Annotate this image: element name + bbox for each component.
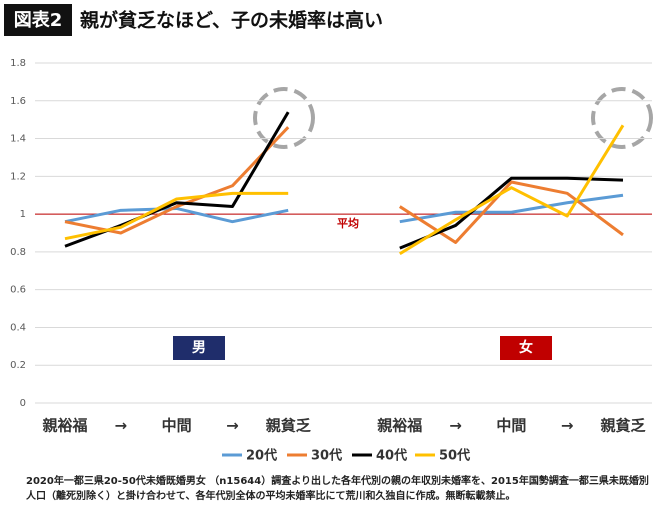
x-tick-label: 親貧乏 bbox=[600, 417, 645, 435]
legend-label: 30代 bbox=[311, 448, 342, 464]
label-box bbox=[4, 4, 72, 36]
reference-label: 平均 bbox=[337, 216, 359, 230]
x-tick-label: → bbox=[449, 417, 462, 435]
y-tick-label: 0.8 bbox=[10, 247, 26, 258]
y-tick-label: 0.4 bbox=[10, 322, 26, 333]
x-tick-label: → bbox=[226, 417, 239, 435]
highlight-circle bbox=[591, 87, 653, 149]
series-line bbox=[64, 193, 624, 224]
x-tick-label: 中間 bbox=[496, 417, 526, 435]
y-tick-label: 0 bbox=[20, 398, 26, 409]
group-box bbox=[173, 336, 225, 360]
chart-label: 図表2 bbox=[14, 9, 63, 31]
x-tick-label: 中間 bbox=[162, 417, 192, 435]
x-tick-label: → bbox=[115, 417, 128, 435]
legend-label: 50代 bbox=[439, 448, 470, 464]
y-tick-label: 1 bbox=[20, 209, 26, 220]
x-tick-label: 親裕福 bbox=[377, 417, 422, 435]
group-label: 女 bbox=[519, 339, 533, 356]
legend-label: 20代 bbox=[246, 448, 277, 464]
x-tick-label: 親裕福 bbox=[42, 417, 87, 435]
footnote: 2020年一都三県20-50代未婚既婚男女 （n15644）調査より出した各年代… bbox=[26, 476, 649, 502]
legend-label: 40代 bbox=[376, 448, 407, 464]
x-tick-label: 親貧乏 bbox=[266, 417, 311, 435]
highlight-circle bbox=[253, 87, 315, 149]
y-tick-label: 0.2 bbox=[10, 360, 26, 371]
group-box bbox=[500, 336, 552, 360]
y-tick-label: 0.6 bbox=[10, 285, 26, 296]
group-label: 男 bbox=[192, 340, 206, 356]
y-tick-label: 1.2 bbox=[10, 171, 26, 182]
y-tick-label: 1.4 bbox=[10, 134, 26, 145]
chart-title: 親が貧乏なほど、子の未婚率は高い bbox=[80, 9, 383, 32]
x-tick-label: → bbox=[561, 417, 574, 435]
y-tick-label: 1.8 bbox=[10, 58, 26, 69]
series-line bbox=[64, 124, 625, 256]
y-tick-label: 1.6 bbox=[10, 96, 26, 107]
